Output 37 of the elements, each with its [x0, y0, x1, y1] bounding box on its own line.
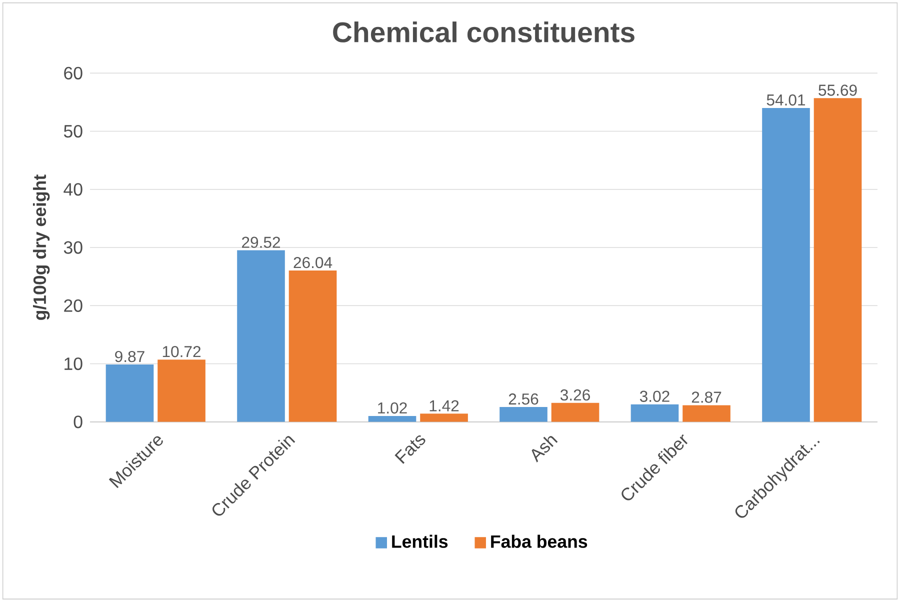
- data-label: 1.42: [430, 400, 459, 412]
- y-tick-label: 60: [64, 66, 82, 80]
- bar: [368, 416, 416, 422]
- y-tick-label: 10: [64, 358, 82, 370]
- data-label: 10.72: [162, 346, 200, 358]
- legend-label: Lentils: [392, 534, 448, 548]
- bar: [158, 360, 206, 422]
- bar: [420, 414, 468, 422]
- data-label: 3.02: [640, 390, 670, 402]
- data-label: 54.01: [766, 94, 806, 106]
- data-label: 1.02: [378, 402, 407, 414]
- bar: [630, 404, 679, 422]
- bar: [237, 250, 285, 422]
- data-label: 2.56: [508, 394, 538, 405]
- y-tick-label: 50: [64, 125, 82, 138]
- y-axis-title: g/100g dry eeight: [32, 174, 50, 320]
- data-label: 9.87: [115, 351, 144, 362]
- y-tick-label: 0: [74, 416, 82, 428]
- bar: [288, 270, 337, 422]
- bar: [814, 98, 862, 422]
- legend-label: Faba beans: [491, 534, 588, 548]
- y-tick-label: 30: [64, 241, 82, 254]
- data-label: 2.87: [692, 392, 722, 403]
- chart-title: Chemical constituents: [333, 22, 634, 42]
- data-label: 26.04: [294, 257, 332, 268]
- y-tick-label: 40: [64, 183, 82, 196]
- bar: [682, 405, 730, 422]
- y-tick-label: 20: [64, 299, 82, 312]
- bar: [762, 108, 810, 422]
- x-tick-label: Fats: [394, 435, 426, 464]
- x-tick-label: Ash: [532, 436, 558, 463]
- bar: [106, 364, 154, 422]
- data-label: 29.52: [242, 236, 280, 248]
- bar: [500, 407, 548, 422]
- data-label: 3.26: [560, 389, 590, 401]
- bar: [551, 402, 600, 422]
- data-label: 55.69: [818, 84, 857, 96]
